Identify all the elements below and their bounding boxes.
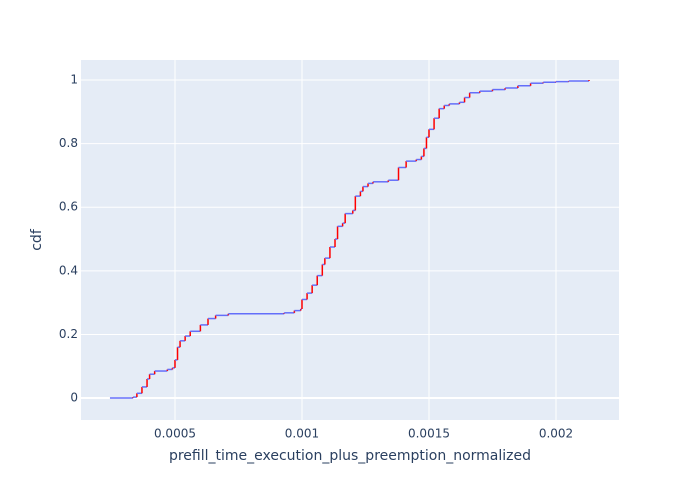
x-tick-label: 0.0005	[154, 427, 196, 441]
y-tick-label: 0	[70, 391, 78, 405]
x-tick-label: 0.002	[539, 427, 573, 441]
plot-area	[81, 60, 619, 420]
x-tick-label: 0.0015	[408, 427, 450, 441]
y-tick-label: 0.6	[59, 200, 78, 214]
y-axis-title: cdf	[29, 228, 45, 251]
x-axis-title: prefill_time_execution_plus_preemption_n…	[169, 448, 531, 464]
y-tick-label: 0.2	[59, 327, 78, 341]
y-tick-label: 0.8	[59, 136, 78, 150]
y-tick-label: 0.4	[59, 263, 78, 277]
y-tick-label: 1	[70, 73, 78, 87]
x-tick-label: 0.001	[285, 427, 319, 441]
